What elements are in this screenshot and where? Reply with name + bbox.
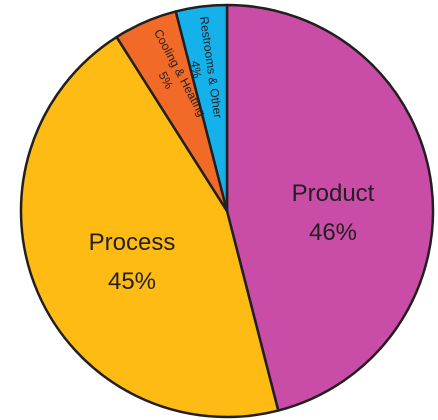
pie-labels: Product 46% Process 45% Cooling & Heatin… <box>89 15 375 295</box>
slice-label-process: Process <box>89 229 176 256</box>
slice-pct-product: 46% <box>309 219 357 246</box>
slice-pct-process: 45% <box>108 268 156 295</box>
pie-slice-process <box>19 35 280 419</box>
slice-label-product: Product <box>292 180 375 207</box>
pie-slice-restrooms-other <box>174 3 229 213</box>
slice-pct-restrooms-other: 4% <box>188 60 204 79</box>
pie-slices <box>19 3 435 419</box>
pie-slice-product <box>225 3 435 412</box>
